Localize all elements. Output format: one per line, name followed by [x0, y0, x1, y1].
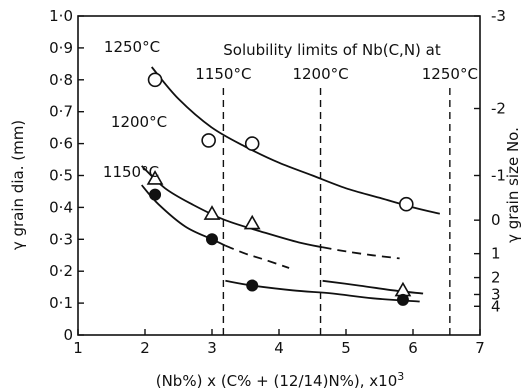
curve-label: 1150°C	[103, 163, 159, 181]
solubility-limit-label: 1200°C	[292, 65, 348, 83]
data-point-triangle-open	[203, 205, 221, 220]
data-point-triangle-open	[243, 214, 261, 230]
data-point-circle-open	[201, 133, 216, 148]
y2-tick-label: 4	[491, 297, 501, 315]
fit-curve-1250c	[151, 66, 441, 215]
y2-tick-label: -2	[491, 100, 506, 118]
x-tick-label: 6	[408, 339, 418, 357]
y-tick-label: 0·6	[49, 135, 73, 153]
fit-curve-1200c	[322, 279, 424, 295]
solubility-annotation: Solubility limits of Nb(C,N) at	[223, 41, 441, 59]
y-tick-label: 1·0	[49, 7, 73, 25]
curves-layer	[141, 66, 441, 303]
data-point-circle-filled	[206, 233, 218, 246]
fit-curve-1200c	[141, 165, 323, 249]
curve-label: 1250°C	[104, 38, 160, 56]
x-tick-label: 1	[73, 339, 83, 357]
data-point-circle-filled	[246, 279, 259, 292]
x-tick-label: 7	[475, 339, 485, 357]
data-point-circle-open	[244, 136, 260, 151]
y-tick-label: 0·4	[49, 198, 73, 216]
y-tick-label: 0·9	[49, 39, 73, 57]
solubility-limit-label: 1250°C	[422, 65, 478, 83]
x-axis-label: (Nb%) x (C% + (12/14)N%), x103	[156, 370, 405, 390]
y-tick-label: 0·5	[49, 167, 73, 185]
x-tick-label: 2	[140, 339, 150, 357]
data-point-circle-filled	[396, 293, 409, 306]
y-tick-label: 0·3	[49, 230, 73, 248]
solubility-lines-layer	[222, 88, 451, 335]
data-point-circle-filled	[149, 188, 162, 201]
y2-tick-label: 2	[491, 269, 501, 287]
fit-curve-1150c	[225, 244, 290, 269]
data-point-circle-open	[398, 196, 414, 212]
data-point-circle-open	[147, 72, 163, 88]
x-tick-label: 5	[341, 339, 351, 357]
y2-tick-label: 1	[491, 245, 501, 263]
y2-axis-label: γ grain size No.	[504, 127, 522, 243]
y2-tick-label: -1	[491, 167, 506, 185]
solubility-limit-label: 1150°C	[195, 65, 251, 83]
y2-tick-label: -3	[491, 7, 506, 25]
data-point-triangle-open	[394, 281, 412, 297]
fit-curve-1200c	[322, 246, 400, 260]
text-layer: Solubility limits of Nb(C,N) at (Nb%) x …	[9, 7, 522, 390]
axes-layer	[77, 15, 481, 336]
data-point-triangle-open	[146, 170, 164, 185]
y-tick-label: 0·7	[49, 103, 73, 121]
points-layer	[146, 72, 414, 306]
x-tick-label: 3	[207, 339, 217, 357]
curve-label: 1200°C	[111, 113, 167, 131]
y2-tick-label: 3	[491, 285, 501, 303]
y-tick-label: 0·8	[49, 71, 73, 89]
y-axis-label: γ grain dia. (mm)	[9, 120, 27, 250]
y-tick-label: 0	[63, 326, 73, 344]
x-tick-label: 4	[274, 339, 284, 357]
y2-tick-label: 0	[491, 211, 501, 229]
y-tick-label: 0·2	[49, 262, 73, 280]
y-tick-label: 0·1	[49, 294, 73, 312]
